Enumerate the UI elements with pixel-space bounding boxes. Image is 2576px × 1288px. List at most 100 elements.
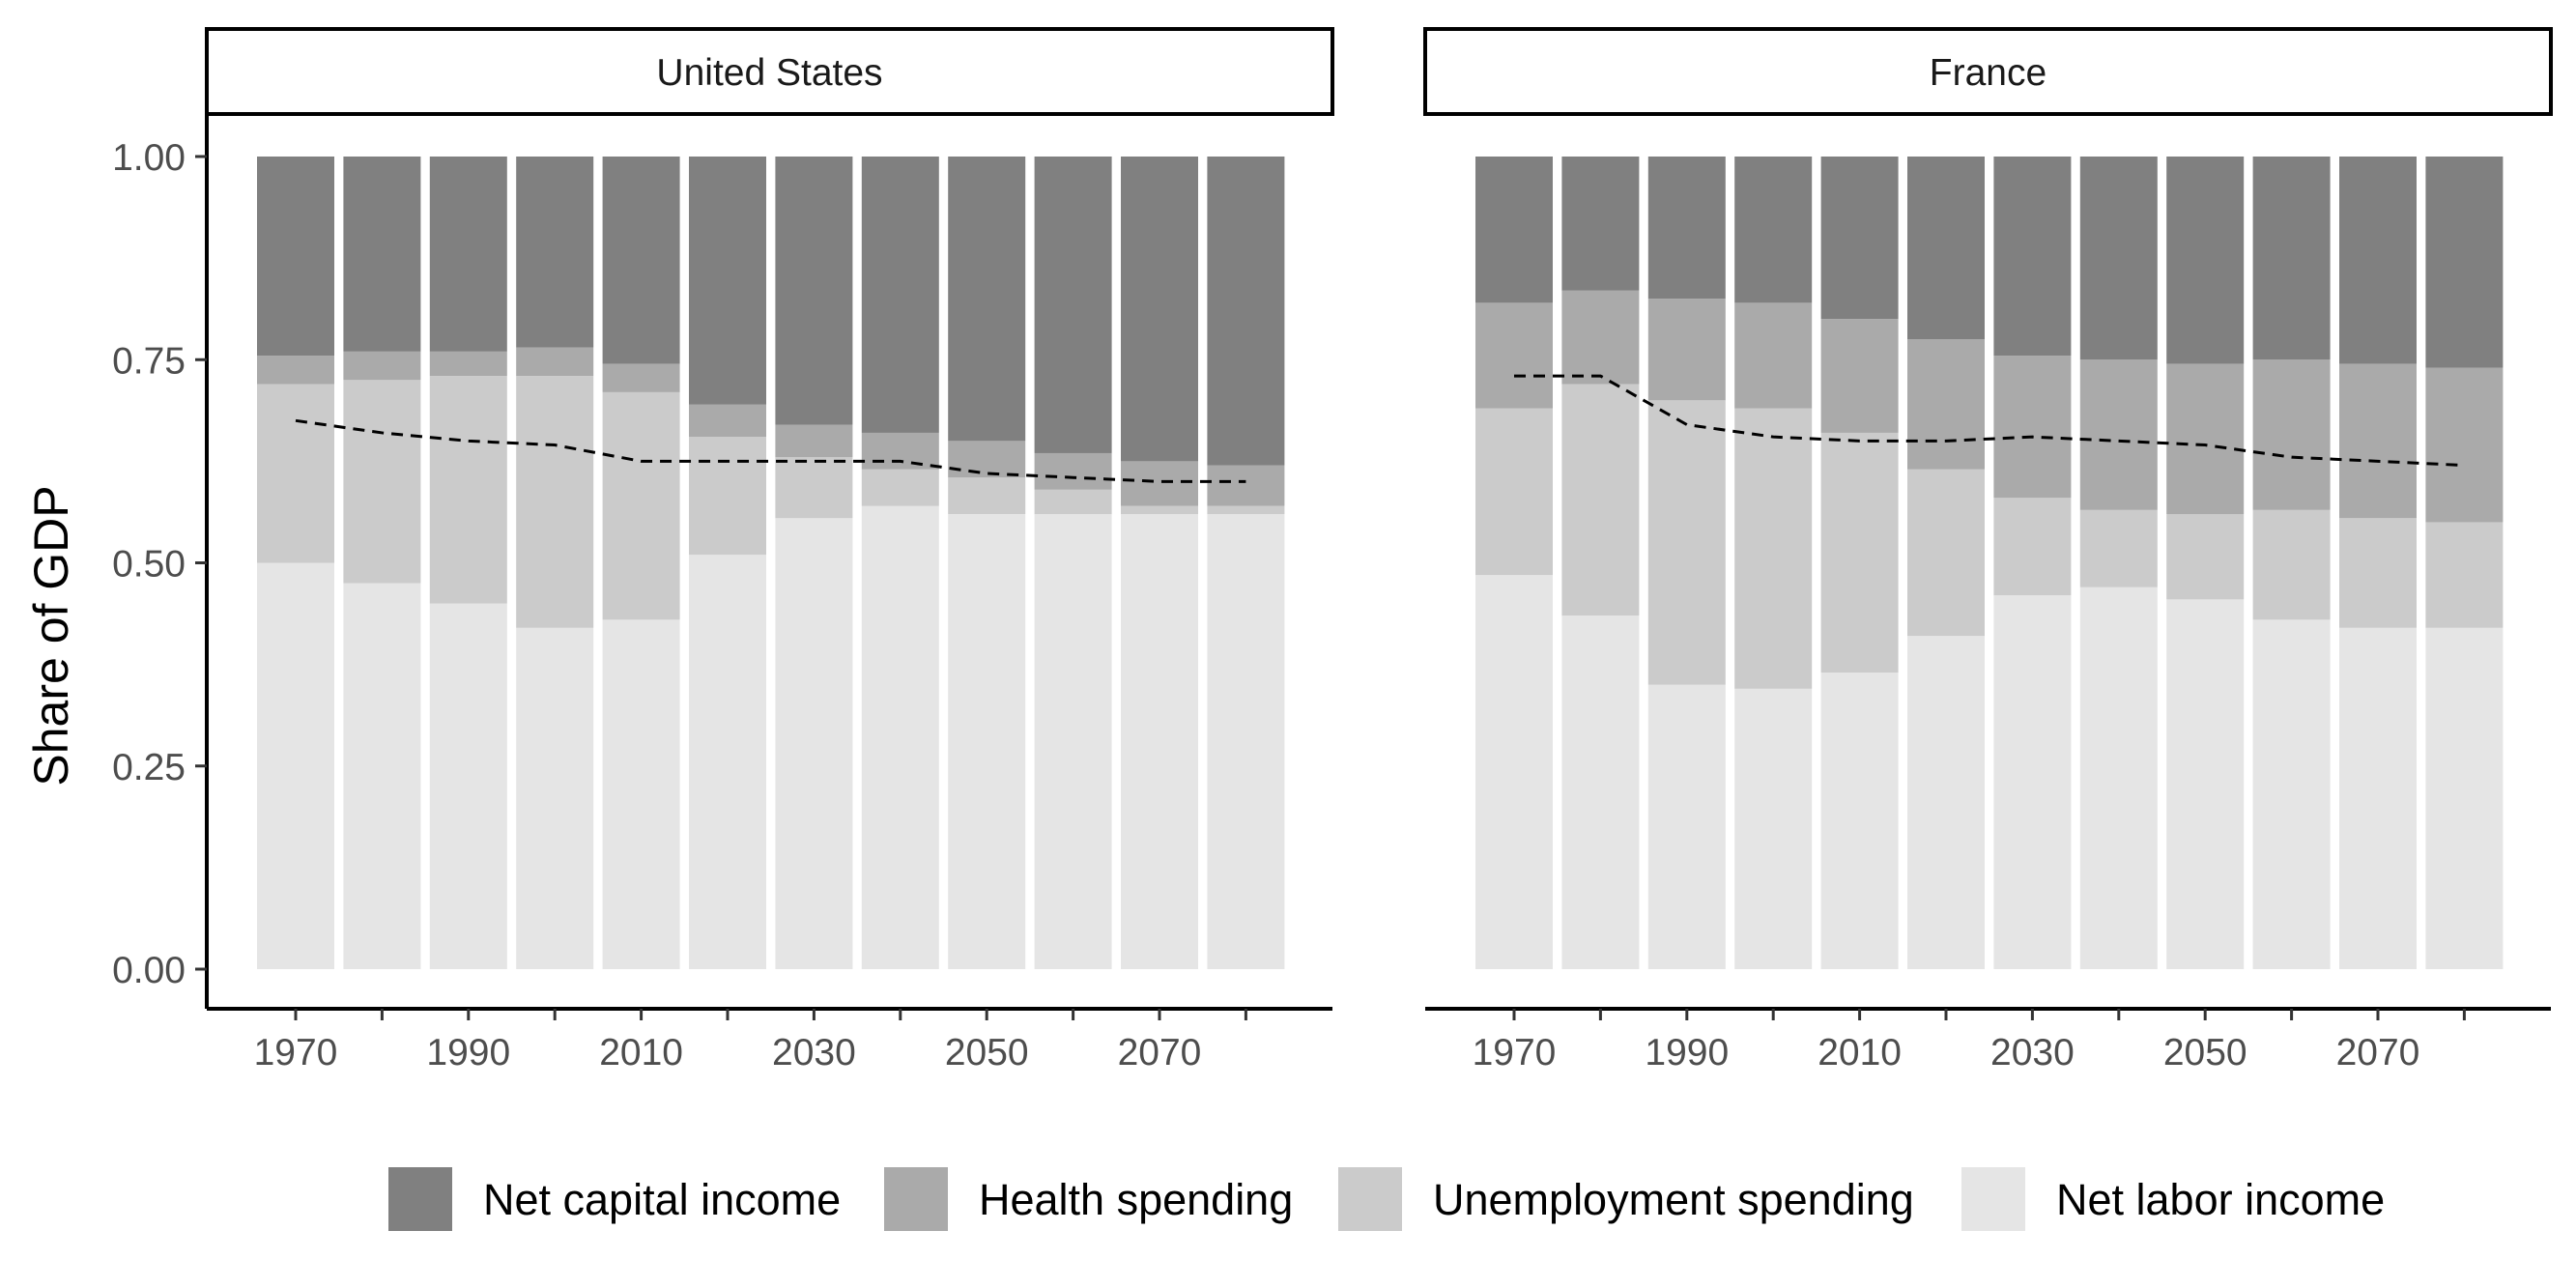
legend-label: Net labor income — [2056, 1175, 2385, 1224]
x-tick-label: 2070 — [2336, 1032, 2420, 1073]
legend-label: Net capital income — [483, 1175, 841, 1224]
bar-segment-net-capital-income — [775, 157, 853, 425]
bar-segment-net-labor-income — [257, 562, 334, 969]
bar-segment-health-spending — [1993, 356, 2072, 499]
bar-segment-health-spending — [516, 347, 594, 377]
bar-segment-net-capital-income — [1121, 157, 1198, 462]
bar-segment-net-capital-income — [1561, 157, 1640, 291]
bar-segment-unemployment-spending — [429, 376, 507, 604]
bar-segment-health-spending — [2079, 359, 2158, 510]
bar-segment-health-spending — [257, 356, 334, 385]
bar-segment-health-spending — [948, 441, 1026, 478]
bar-segment-unemployment-spending — [516, 376, 594, 628]
bar-segment-health-spending — [861, 432, 939, 470]
bar-segment-health-spending — [2339, 363, 2417, 519]
bar-segment-net-capital-income — [1820, 157, 1899, 320]
legend-swatch — [388, 1167, 452, 1231]
panel-title: United States — [656, 52, 882, 94]
bar-segment-net-capital-income — [2339, 157, 2417, 364]
bar-segment-unemployment-spending — [343, 380, 421, 584]
bar-segment-net-labor-income — [429, 603, 507, 969]
panel-strip — [1423, 27, 2553, 116]
bar-segment-health-spending — [429, 351, 507, 377]
x-tick-label: 1990 — [1645, 1032, 1729, 1073]
panel-strip — [205, 27, 1334, 116]
y-tick-label: 0.25 — [112, 747, 186, 788]
bar-segment-net-capital-income — [2079, 157, 2158, 360]
legend-swatch — [884, 1167, 948, 1231]
panel-1: France 1970 1990 2010 2030 2050 2070 — [1423, 27, 2553, 1073]
y-tick-label: 0.75 — [112, 340, 186, 382]
bar-segment-net-capital-income — [2252, 157, 2331, 360]
y-axis-title: Share of GDP — [24, 485, 78, 786]
bar-segment-health-spending — [1121, 461, 1198, 506]
legend-swatch — [1338, 1167, 1402, 1231]
y-tick-label: 0.00 — [112, 950, 186, 991]
bar-segment-health-spending — [2166, 363, 2245, 515]
bar-segment-net-capital-income — [1475, 157, 1553, 303]
bar-segment-net-capital-income — [257, 157, 334, 357]
bar-segment-net-labor-income — [1734, 688, 1813, 969]
bar-segment-health-spending — [775, 424, 853, 458]
bar-segment-health-spending — [1820, 319, 1899, 433]
bar-segment-health-spending — [1561, 290, 1640, 385]
bar-segment-health-spending — [1734, 302, 1813, 409]
bar-segment-net-labor-income — [1475, 575, 1553, 969]
bar-segment-net-capital-income — [948, 157, 1026, 442]
bar-segment-unemployment-spending — [1907, 469, 1985, 637]
bar-segment-net-capital-income — [516, 157, 594, 348]
bar-segment-health-spending — [2425, 367, 2504, 523]
bar-segment-net-labor-income — [2166, 599, 2245, 969]
trend-line — [1514, 374, 2465, 468]
x-tick-label: 2010 — [1818, 1032, 1902, 1073]
bar-segment-net-labor-income — [1034, 514, 1112, 969]
x-tick-label: 1970 — [1473, 1032, 1557, 1073]
bar-segment-net-labor-income — [1561, 615, 1640, 969]
bar-segment-net-labor-income — [689, 555, 766, 969]
panel-0: United States 0.00 0.25 0.50 0.75 1.00 1970 199… — [112, 27, 1334, 1073]
bar-segment-unemployment-spending — [1207, 505, 1285, 515]
bar-segment-net-labor-income — [861, 505, 939, 969]
trend-line — [295, 418, 1246, 483]
x-tick-label: 1990 — [426, 1032, 510, 1073]
bar-segment-unemployment-spending — [1993, 498, 2072, 596]
bar-segment-net-capital-income — [1907, 157, 1985, 340]
y-tick-label: 1.00 — [112, 137, 186, 179]
bar-segment-net-capital-income — [1034, 157, 1112, 453]
x-tick-label: 1970 — [254, 1032, 338, 1073]
bar-segment-net-labor-income — [343, 583, 421, 969]
x-tick-label: 2030 — [1990, 1032, 2075, 1073]
bar-segment-net-capital-income — [2166, 157, 2245, 364]
bar-segment-net-labor-income — [1993, 595, 2072, 969]
bar-segment-unemployment-spending — [2079, 509, 2158, 587]
bar-segment-unemployment-spending — [1734, 408, 1813, 689]
bar-segment-health-spending — [1907, 339, 1985, 470]
legend-swatch — [1961, 1167, 2025, 1231]
bar-segment-unemployment-spending — [2166, 514, 2245, 600]
bar-segment-unemployment-spending — [1647, 400, 1726, 685]
bar-segment-unemployment-spending — [1561, 384, 1640, 616]
bar-segment-net-capital-income — [602, 157, 680, 364]
panel-title: France — [1930, 52, 2046, 94]
bar-segment-net-labor-income — [1647, 684, 1726, 969]
bar-segment-net-labor-income — [948, 514, 1026, 969]
bar-segment-unemployment-spending — [257, 384, 334, 563]
x-tick-label: 2050 — [945, 1032, 1029, 1073]
bar-segment-net-labor-income — [1121, 514, 1198, 969]
bar-segment-net-capital-income — [1734, 157, 1813, 303]
bar-segment-unemployment-spending — [1820, 432, 1899, 673]
bar-segment-net-capital-income — [343, 157, 421, 352]
legend-label: Unemployment spending — [1433, 1175, 1914, 1224]
bar-segment-unemployment-spending — [1475, 408, 1553, 576]
bar-segment-net-labor-income — [1907, 636, 1985, 969]
bar-segment-health-spending — [689, 404, 766, 438]
bar-segment-unemployment-spending — [1121, 505, 1198, 515]
x-tick-label: 2070 — [1118, 1032, 1202, 1073]
bar-segment-net-labor-income — [602, 619, 680, 969]
bar-segment-net-labor-income — [516, 627, 594, 969]
bar-segment-health-spending — [2252, 359, 2331, 510]
bar-segment-health-spending — [1034, 452, 1112, 490]
bar-segment-net-labor-income — [1207, 514, 1285, 969]
bar-segment-net-capital-income — [1207, 157, 1285, 466]
